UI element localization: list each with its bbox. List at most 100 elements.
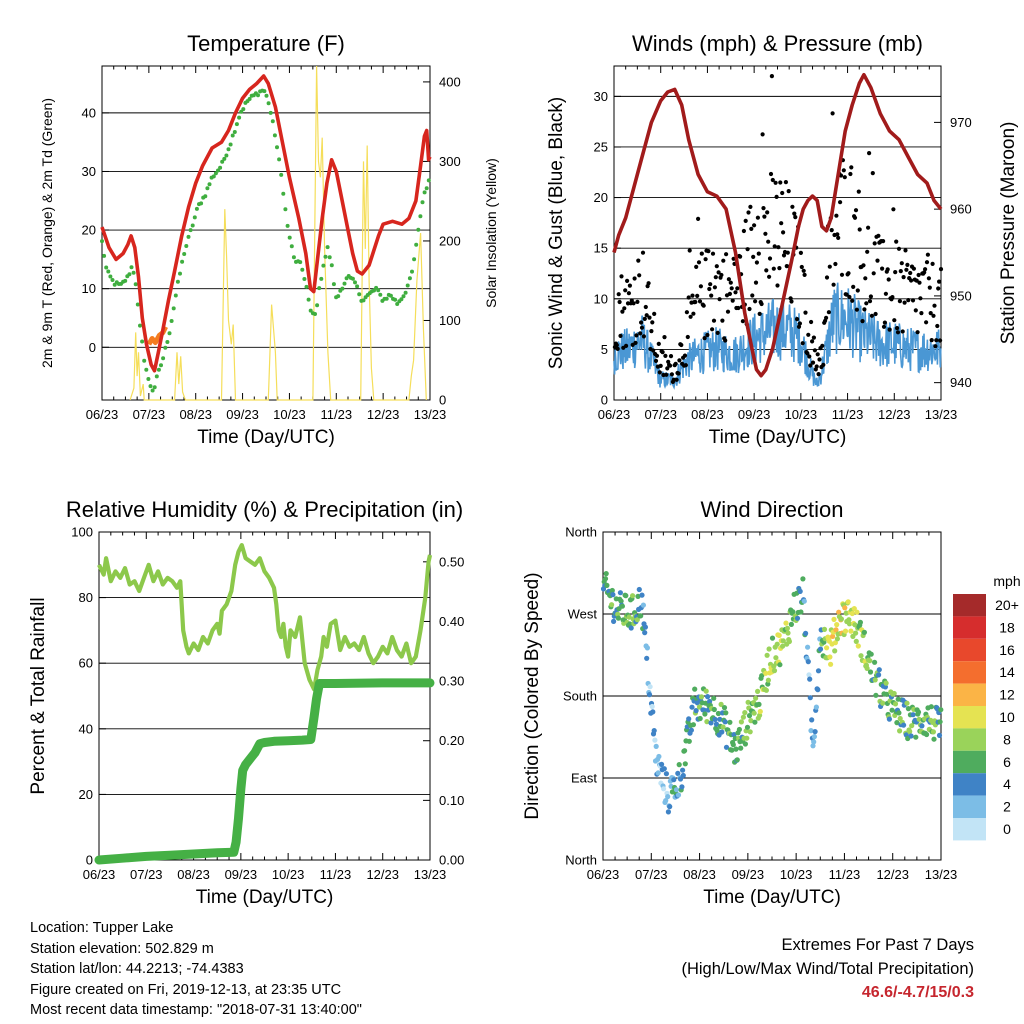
gust-point bbox=[910, 298, 916, 303]
gust-point bbox=[657, 370, 662, 375]
direction-point bbox=[919, 723, 925, 729]
dewpoint-point bbox=[207, 182, 212, 187]
direction-point bbox=[861, 629, 868, 636]
direction-point bbox=[765, 677, 772, 683]
gust-point bbox=[624, 343, 629, 348]
winds-pressure-chart: 06/23 07/23 08/23 09/23 10/23 11/23 12/23 13/23… bbox=[546, 31, 1019, 448]
dewpoint-point bbox=[291, 255, 296, 260]
direction-point bbox=[744, 724, 751, 730]
direction-point bbox=[809, 717, 815, 723]
direction-point bbox=[642, 624, 649, 630]
direction-point bbox=[928, 704, 934, 710]
direction-point bbox=[868, 651, 874, 657]
gust-point bbox=[869, 313, 875, 318]
gust-point bbox=[651, 348, 656, 353]
gust-point bbox=[923, 267, 928, 272]
gust-point bbox=[839, 272, 845, 277]
y-axis-label: Sonic Wind & Gust (Blue, Black) bbox=[546, 97, 567, 369]
x-tick-label: 11/23 bbox=[832, 407, 864, 422]
direction-point bbox=[626, 614, 632, 620]
direction-point bbox=[803, 630, 809, 637]
x-tick-label: 13/23 bbox=[925, 867, 958, 882]
gust-point bbox=[769, 74, 775, 79]
gust-point bbox=[662, 335, 667, 340]
chart-title: Relative Humidity (%) & Precipitation (i… bbox=[66, 497, 463, 522]
direction-point bbox=[773, 655, 779, 661]
dewpoint-point bbox=[110, 278, 115, 282]
x-tick-label: 12/23 bbox=[366, 867, 399, 882]
direction-point bbox=[617, 590, 624, 596]
x-axis-label: Time (Day/UTC) bbox=[197, 427, 335, 448]
gust-point bbox=[853, 208, 859, 213]
direction-point bbox=[880, 700, 886, 706]
y-axis-label: 2m & 9m T (Red, Orange) & 2m Td (Green) bbox=[39, 98, 55, 368]
y2-tick-label: 400 bbox=[439, 74, 461, 89]
direction-point bbox=[651, 728, 657, 734]
gust-point bbox=[885, 267, 890, 272]
gust-point bbox=[748, 204, 753, 209]
direction-point bbox=[815, 687, 821, 693]
gust-point bbox=[860, 319, 865, 324]
gust-point bbox=[882, 320, 888, 325]
gust-point bbox=[728, 280, 733, 285]
gust-point bbox=[855, 288, 860, 293]
gust-point bbox=[872, 241, 877, 246]
gust-point bbox=[618, 333, 623, 338]
x-tick-label: 09/23 bbox=[732, 867, 765, 882]
direction-point bbox=[642, 630, 648, 636]
direction-point bbox=[682, 761, 688, 767]
gust-point bbox=[693, 299, 698, 305]
gust-point bbox=[740, 319, 746, 324]
dewpoint-point bbox=[298, 260, 303, 265]
direction-point bbox=[905, 706, 912, 712]
gust-point bbox=[862, 307, 867, 312]
direction-point bbox=[794, 615, 801, 621]
direction-point bbox=[628, 625, 634, 631]
gust-point bbox=[639, 325, 645, 330]
x-axis: 06/23 07/23 08/23 09/23 10/23 11/23 12/23 13/23 bbox=[598, 66, 957, 422]
y2-tick-label: 950 bbox=[950, 288, 972, 303]
legend-label: 10 bbox=[999, 709, 1015, 725]
dewpoint-point bbox=[405, 283, 410, 288]
gust-point bbox=[933, 344, 938, 349]
direction-point bbox=[686, 738, 692, 744]
direction-point bbox=[746, 713, 753, 719]
dewpoint-point bbox=[100, 239, 104, 244]
gust-point bbox=[785, 250, 790, 255]
direction-point bbox=[786, 638, 793, 645]
chart-title: Winds (mph) & Pressure (mb) bbox=[632, 31, 923, 56]
gust-point bbox=[838, 200, 843, 205]
gust-point bbox=[695, 293, 700, 298]
dewpoint-point bbox=[232, 130, 237, 134]
direction-point bbox=[653, 743, 659, 750]
direction-point bbox=[627, 621, 633, 627]
direction-point bbox=[909, 723, 915, 729]
gust-point bbox=[690, 293, 695, 298]
gust-point bbox=[676, 371, 681, 376]
gust-point bbox=[880, 266, 885, 271]
direction-point bbox=[854, 609, 860, 615]
x-tick-label: 09/23 bbox=[226, 407, 259, 422]
direction-point bbox=[748, 718, 754, 724]
gust-point bbox=[646, 281, 651, 286]
dewpoint-point bbox=[399, 297, 404, 302]
gust-point bbox=[779, 221, 784, 226]
x-tick-label: 07/23 bbox=[133, 407, 166, 422]
direction-point bbox=[719, 729, 725, 735]
gust-point bbox=[829, 228, 834, 233]
dewpoint-point bbox=[234, 122, 239, 127]
gust-point bbox=[786, 189, 791, 194]
gust-point bbox=[702, 336, 707, 341]
x-axis: 06/23 07/23 08/23 09/23 10/23 11/23 12/23 13/23 bbox=[86, 66, 446, 422]
dewpoint-point bbox=[230, 133, 235, 138]
direction-point bbox=[907, 728, 913, 735]
chart-title: Temperature (F) bbox=[187, 31, 345, 56]
precipitation-line bbox=[94, 678, 435, 865]
gust-point bbox=[668, 363, 673, 368]
gust-point bbox=[717, 297, 722, 302]
gust-point bbox=[706, 249, 711, 254]
dewpoint-point bbox=[262, 89, 267, 94]
dewpoint-point bbox=[156, 367, 161, 372]
direction-point bbox=[712, 716, 718, 723]
y-tick-label: 5 bbox=[601, 342, 608, 357]
